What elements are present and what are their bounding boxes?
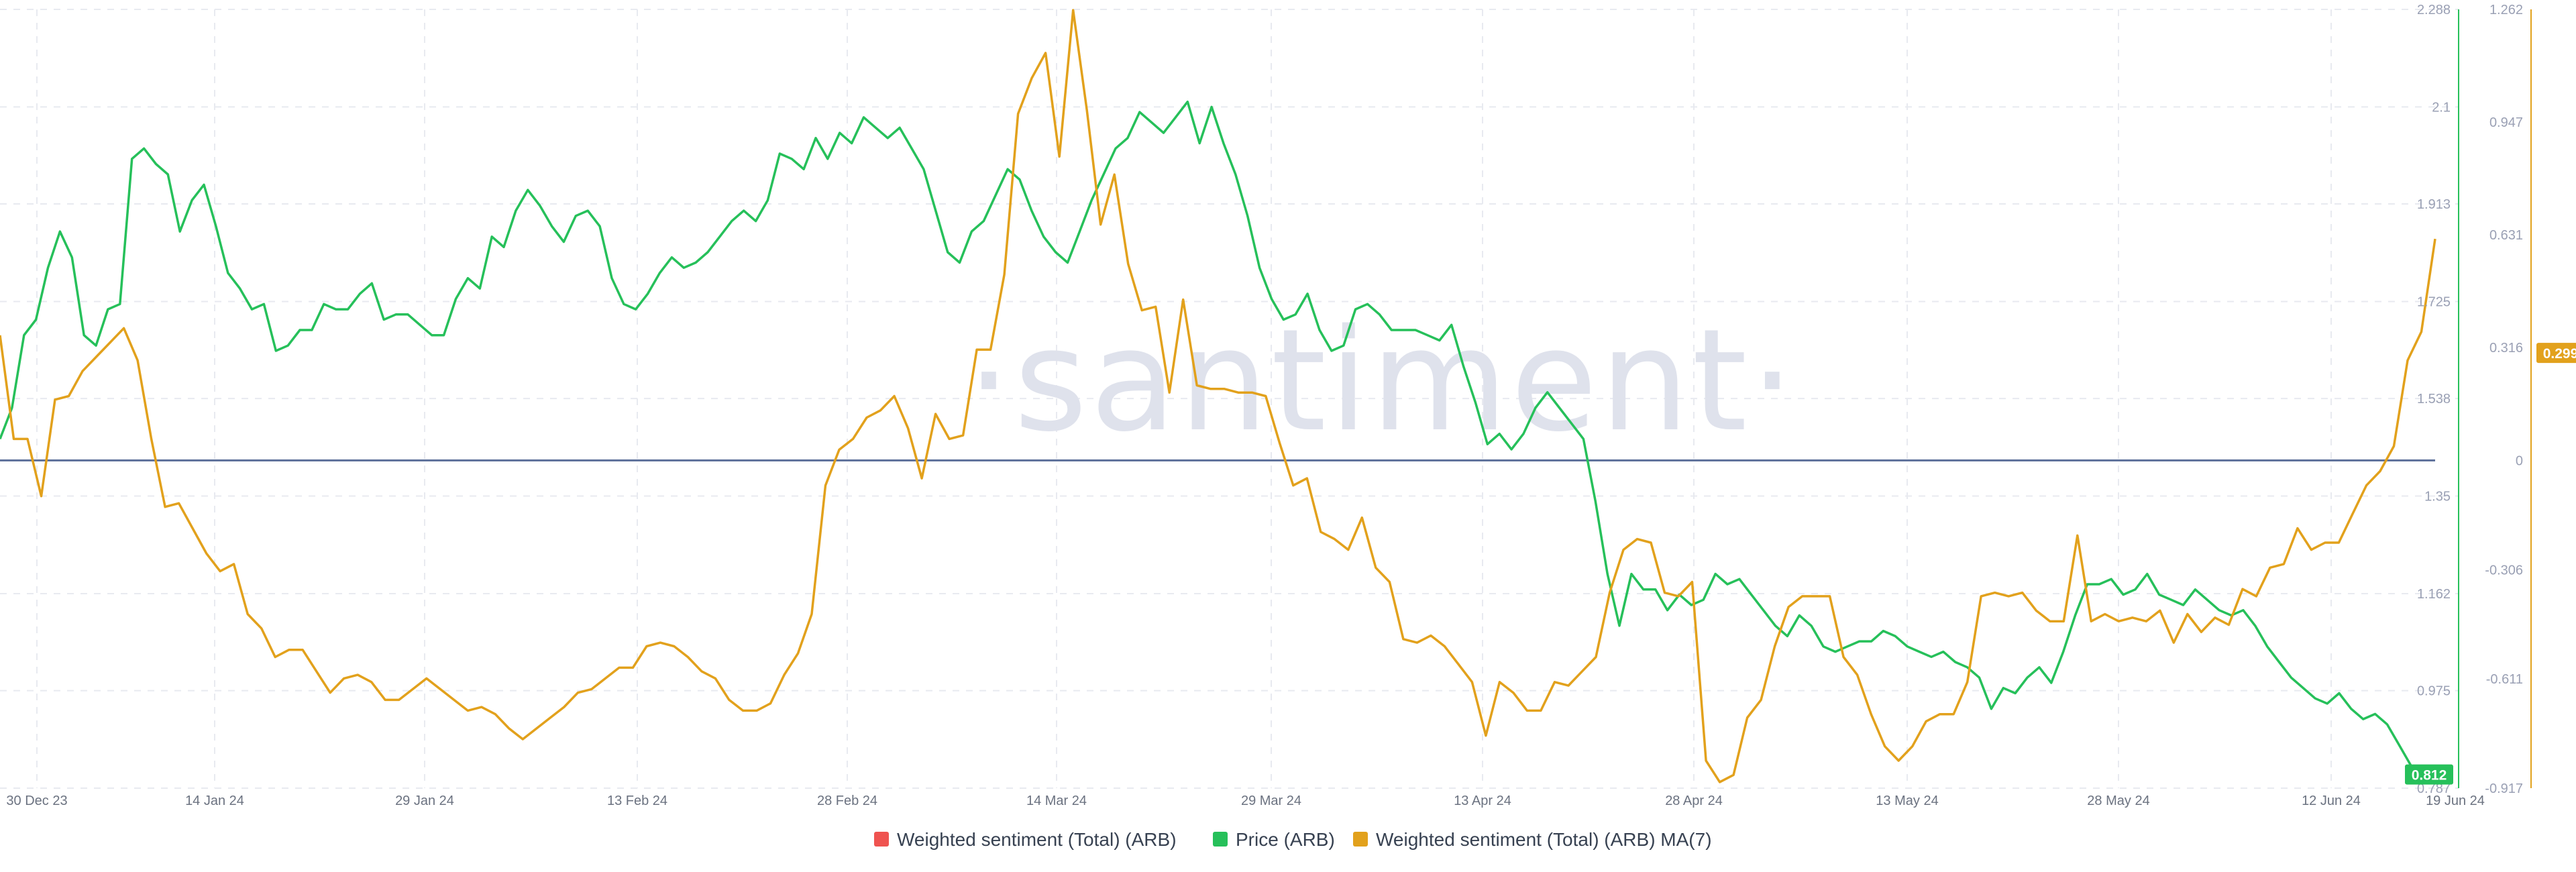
x-tick-label: 30 Dec 23 [6, 794, 67, 808]
sentiment-last-value-text: 0.299 [2543, 346, 2576, 362]
sentiment-tick-label: 1.262 [2489, 3, 2523, 17]
legend-swatch [1213, 832, 1228, 847]
legend-item[interactable]: Price (ARB) [1213, 829, 1335, 850]
price-tick-label: 2.288 [2417, 3, 2451, 17]
x-tick-label: 19 Jun 24 [2426, 794, 2485, 808]
sentiment-tick-label: -0.611 [2486, 672, 2523, 687]
x-tick-label: 28 Apr 24 [1665, 794, 1723, 808]
legend[interactable]: Weighted sentiment (Total) (ARB) Price (A… [874, 829, 1712, 850]
sentiment-tick-label: 0.631 [2489, 228, 2523, 243]
price-last-value-text: 0.812 [2412, 768, 2447, 783]
price-tick-label: 1.725 [2417, 294, 2451, 309]
sentiment-axis-ticks: 1.262 0.947 0.631 0.316 0 -0.306 -0.611 -0.917 [2485, 3, 2523, 796]
last-value-badges: 0.812 0.299 [2405, 343, 2576, 785]
x-tick-label: 29 Mar 24 [1241, 794, 1301, 808]
x-tick-label: 14 Jan 24 [185, 794, 244, 808]
sentiment-tick-label: -0.917 [2485, 781, 2523, 796]
sentiment-ma-series-line [0, 9, 2436, 783]
legend-swatch [874, 832, 889, 847]
sentiment-tick-label: -0.306 [2485, 563, 2523, 578]
legend-item[interactable]: Weighted sentiment (Total) (ARB) [874, 829, 1177, 850]
price-tick-label: 1.913 [2417, 197, 2451, 212]
sentiment-tick-label: 0.947 [2489, 115, 2523, 130]
santiment-watermark: ·santiment· [967, 298, 1798, 463]
price-tick-label: 0.787 [2417, 781, 2451, 796]
x-tick-label: 28 May 24 [2087, 794, 2149, 808]
price-last-value-badge [2405, 764, 2453, 785]
series-layer [0, 9, 2436, 783]
x-tick-label: 14 Mar 24 [1026, 794, 1087, 808]
sentiment-tick-label: 0 [2516, 453, 2523, 468]
price-axis-ticks: 2.288 2.1 1.913 1.725 1.538 1.35 1.162 0.975 0.7… [2417, 3, 2451, 796]
x-tick-label: 13 Apr 24 [1454, 794, 1511, 808]
price-tick-label: 1.538 [2417, 392, 2451, 406]
x-tick-label: 13 Feb 24 [607, 794, 667, 808]
x-axis-ticks: 30 Dec 23 14 Jan 24 29 Jan 24 13 Feb 24 28 F… [6, 794, 2485, 808]
price-tick-label: 1.162 [2417, 587, 2451, 602]
legend-item[interactable]: Weighted sentiment (Total) (ARB) MA(7) [1353, 829, 1712, 850]
x-tick-label: 29 Jan 24 [395, 794, 454, 808]
price-tick-label: 0.975 [2417, 684, 2451, 699]
legend-label: Weighted sentiment (Total) (ARB) MA(7) [1376, 829, 1712, 850]
price-tick-label: 2.1 [2432, 100, 2451, 115]
price-tick-label: 1.35 [2424, 490, 2451, 504]
sentiment-tick-label: 0.316 [2489, 341, 2523, 356]
sentiment-last-value-badge [2536, 343, 2576, 364]
price-series-line [0, 100, 2436, 783]
x-tick-label: 13 May 24 [1876, 794, 1938, 808]
x-tick-label: 28 Feb 24 [817, 794, 877, 808]
x-tick-label: 12 Jun 24 [2302, 794, 2361, 808]
legend-swatch [1353, 832, 1368, 847]
legend-label: Price (ARB) [1236, 829, 1335, 850]
grid-lines [0, 9, 2459, 789]
legend-label: Weighted sentiment (Total) (ARB) [897, 829, 1177, 850]
